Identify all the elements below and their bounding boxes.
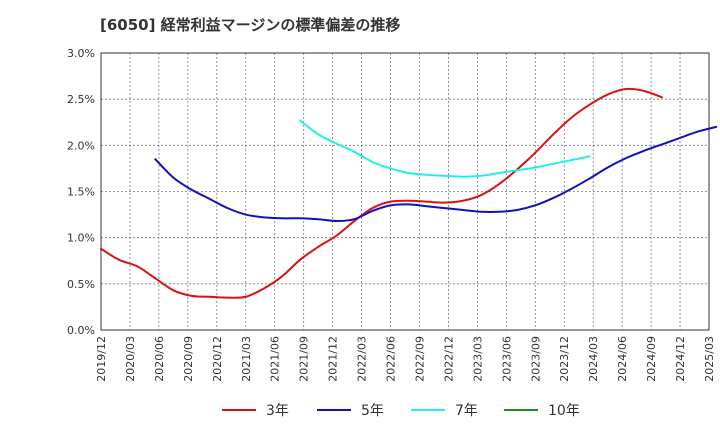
legend-label: 3年 <box>266 403 289 419</box>
x-tick-label: 2021/09 <box>298 336 311 382</box>
y-tick-label: 2.5% <box>67 93 95 106</box>
y-tick-label: 1.0% <box>67 232 95 245</box>
x-tick-label: 2021/06 <box>269 336 282 382</box>
series <box>100 87 718 299</box>
series-line-1 <box>100 87 663 299</box>
y-tick-label: 2.0% <box>67 139 95 152</box>
x-tick-label: 2021/03 <box>240 336 253 382</box>
x-tick-label: 2025/03 <box>703 336 716 382</box>
x-tick-label: 2024/03 <box>587 336 600 382</box>
plot-frame <box>100 52 710 331</box>
y-tick-label: 3.0% <box>67 47 95 60</box>
x-tick-label: 2019/12 <box>95 336 108 382</box>
y-tick-label: 0.5% <box>67 278 95 291</box>
x-tick-label: 2024/06 <box>616 336 629 382</box>
x-tick-label: 2024/09 <box>645 336 658 382</box>
legend: 3年 5年 7年 10年 <box>222 403 580 419</box>
x-tick-label: 2021/12 <box>327 336 340 382</box>
y-tick-label: 0.0% <box>67 324 95 337</box>
x-tick-label: 2022/06 <box>385 336 398 382</box>
legend-label: 7年 <box>455 403 478 419</box>
x-tick-label: 2023/12 <box>558 336 571 382</box>
y-tick-label: 1.5% <box>67 186 95 199</box>
x-tick-label: 2020/03 <box>124 336 137 382</box>
series-line-3 <box>299 119 591 178</box>
x-tick-label: 2022/12 <box>442 336 455 382</box>
x-tick-label: 2023/06 <box>500 336 513 382</box>
axes: 0.0% 0.5% 1.0% 1.5% 2.0% 2.5% 3.0% 2019/12 2020/… <box>67 47 716 382</box>
x-tick-label: 2022/09 <box>413 336 426 382</box>
x-tick-label: 2023/09 <box>529 336 542 382</box>
legend-label: 5年 <box>361 403 384 419</box>
x-tick-label: 2022/03 <box>356 336 369 382</box>
series-line-2 <box>154 125 718 223</box>
x-tick-label: 2020/09 <box>182 336 195 382</box>
x-tick-label: 2020/06 <box>153 336 166 382</box>
legend-label: 10年 <box>548 403 580 419</box>
chart-title: [6050] 経常利益マージンの標準偏差の推移 <box>100 16 400 34</box>
x-tick-label: 2023/03 <box>471 336 484 382</box>
grid <box>101 53 709 330</box>
x-tick-label: 2020/12 <box>211 336 224 382</box>
x-tick-label: 2024/12 <box>674 336 687 382</box>
